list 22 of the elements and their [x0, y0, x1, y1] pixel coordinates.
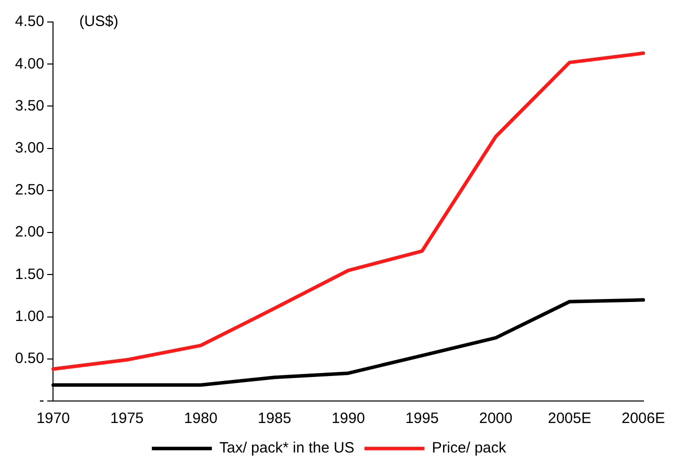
x-tick-label: 1985 [258, 410, 292, 428]
y-tick-label: 1.00 [14, 308, 44, 325]
y-tick-label: 2.50 [14, 182, 44, 199]
x-tick-label: 1995 [405, 410, 439, 428]
x-tick-label: 1980 [184, 410, 218, 428]
x-tick-label: 1970 [36, 410, 70, 428]
x-tick-label: 2006E [622, 410, 665, 428]
y-tick-label: 3.50 [14, 97, 44, 114]
y-tick-label: - [39, 392, 44, 410]
x-tick-label: 2005E [548, 410, 592, 428]
y-tick-label: 2.00 [14, 224, 44, 241]
x-tick-label: 2000 [479, 410, 512, 428]
y-tick-label: 1.50 [14, 266, 44, 283]
y-axis-title: (US$) [79, 13, 118, 30]
x-tick-label: 1975 [110, 410, 144, 428]
y-tick-label: 4.00 [14, 55, 44, 72]
y-tick-label: 3.00 [14, 139, 44, 156]
legend-label: Price/ pack [432, 440, 507, 457]
legend-label: Tax/ pack* in the US [219, 440, 354, 457]
y-tick-label: 4.50 [14, 13, 44, 30]
y-tick-label: 0.50 [14, 350, 44, 368]
x-tick-label: 1990 [332, 410, 365, 428]
